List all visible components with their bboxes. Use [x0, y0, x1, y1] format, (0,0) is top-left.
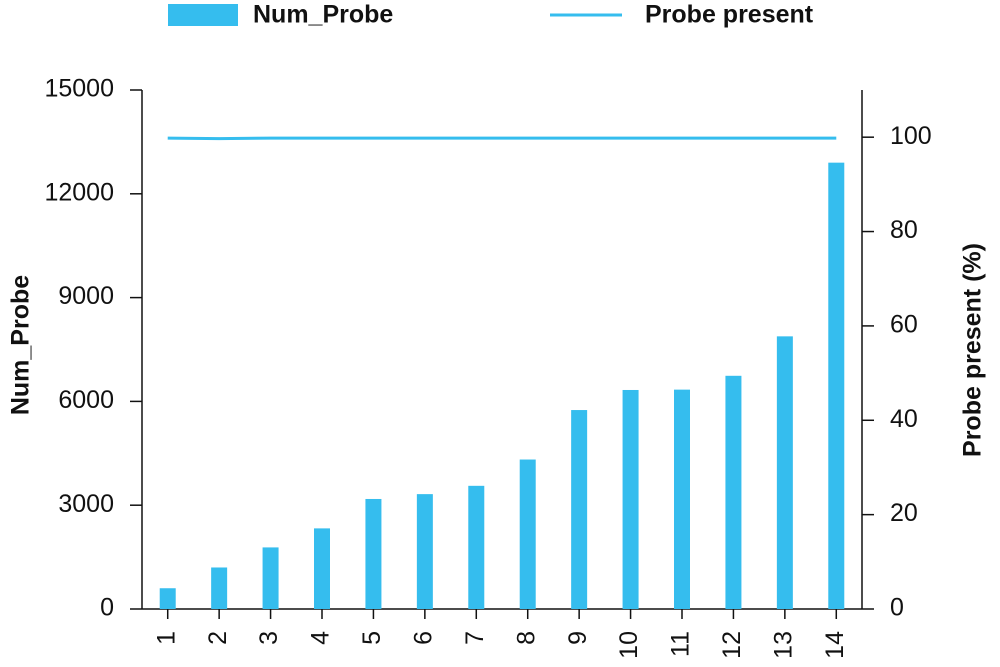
x-tick-label: 13 — [769, 631, 797, 659]
bar — [365, 498, 382, 609]
y-axis-label: Num_Probe — [7, 275, 35, 415]
bar — [776, 336, 793, 609]
bar — [828, 162, 845, 609]
y2-tick-label: 100 — [890, 122, 932, 150]
x-tick-label: 8 — [512, 631, 540, 645]
bar — [725, 375, 742, 609]
y2-tick-label: 20 — [890, 499, 918, 527]
x-tick-label: 7 — [461, 631, 489, 645]
y-tick-label: 6000 — [58, 386, 114, 414]
y-tick-label: 9000 — [58, 282, 114, 310]
y2-tick-label: 60 — [890, 311, 918, 339]
bar — [519, 459, 536, 609]
x-tick-label: 1 — [152, 631, 180, 645]
bar — [674, 389, 690, 609]
y2-tick-label: 0 — [890, 594, 904, 622]
x-tick-label: 2 — [204, 631, 232, 645]
legend-label: Probe present — [645, 1, 814, 29]
bar — [468, 485, 485, 609]
bar — [159, 588, 176, 609]
x-tick-label: 11 — [667, 631, 695, 657]
x-tick-label: 9 — [564, 631, 592, 645]
x-tick-label: 5 — [358, 631, 386, 645]
x-tick-label: 6 — [409, 631, 437, 645]
x-tick-label: 4 — [307, 631, 335, 645]
bar — [314, 528, 330, 609]
x-tick-label: 3 — [255, 631, 283, 645]
legend-swatch — [168, 4, 238, 26]
bar — [416, 494, 433, 609]
y2-tick-label: 40 — [890, 405, 918, 433]
bar — [211, 567, 228, 609]
y-tick-label: 12000 — [44, 178, 114, 206]
y-tick-label: 3000 — [58, 490, 114, 518]
y-tick-label: 15000 — [44, 75, 114, 103]
bar — [622, 389, 639, 609]
bar — [571, 410, 588, 609]
bar — [262, 547, 279, 609]
y2-axis-label: Probe present (%) — [959, 243, 987, 457]
y-tick-label: 0 — [100, 594, 114, 622]
legend-label: Num_Probe — [253, 1, 393, 29]
y2-tick-label: 80 — [890, 216, 918, 244]
x-tick-label: 12 — [718, 631, 746, 659]
x-tick-label: 14 — [821, 631, 849, 659]
x-tick-label: 10 — [615, 631, 643, 659]
